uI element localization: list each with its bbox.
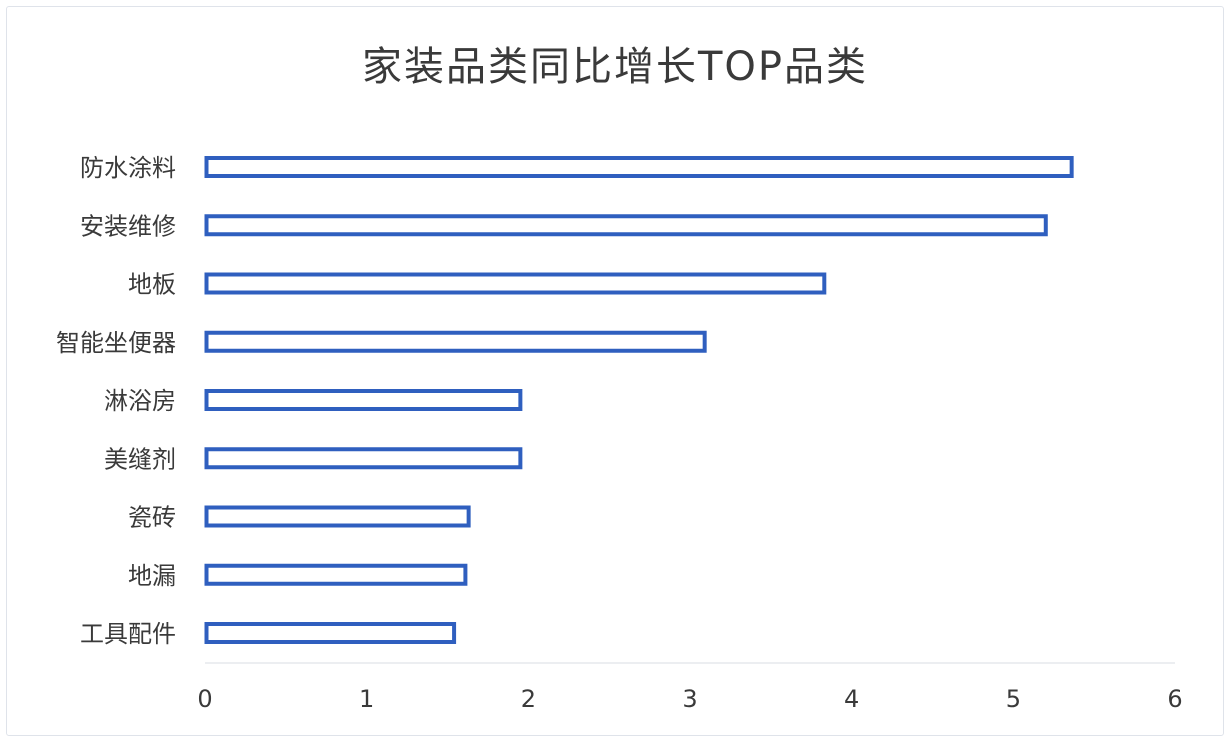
chart-title: 家装品类同比增长TOP品类 — [361, 44, 869, 90]
category-label: 淋浴房 — [104, 387, 176, 415]
category-label: 地漏 — [128, 562, 176, 590]
x-tick-label: 6 — [1167, 685, 1182, 713]
bar — [204, 563, 468, 586]
bar — [204, 389, 523, 411]
chart-frame — [6, 6, 1224, 736]
bar — [204, 505, 471, 528]
x-tick-label: 5 — [1006, 685, 1021, 713]
bar — [204, 272, 827, 295]
x-tick-label: 3 — [682, 685, 697, 713]
x-tick-label: 4 — [844, 685, 859, 713]
x-tick-label: 1 — [359, 685, 374, 713]
bar — [204, 622, 457, 644]
category-label: 智能坐便器 — [56, 329, 176, 357]
category-label: 美缝剂 — [104, 445, 176, 473]
x-tick-label: 2 — [521, 685, 536, 713]
category-label: 防水涂料 — [80, 154, 176, 182]
x-tick-label: 0 — [197, 685, 212, 713]
category-label: 瓷砖 — [128, 504, 176, 532]
bar — [204, 156, 1074, 178]
bar — [204, 214, 1048, 237]
category-label: 安装维修 — [80, 212, 176, 240]
category-label: 地板 — [128, 271, 176, 299]
bar — [204, 330, 707, 353]
bar — [204, 447, 523, 470]
category-label: 工具配件 — [80, 620, 176, 648]
